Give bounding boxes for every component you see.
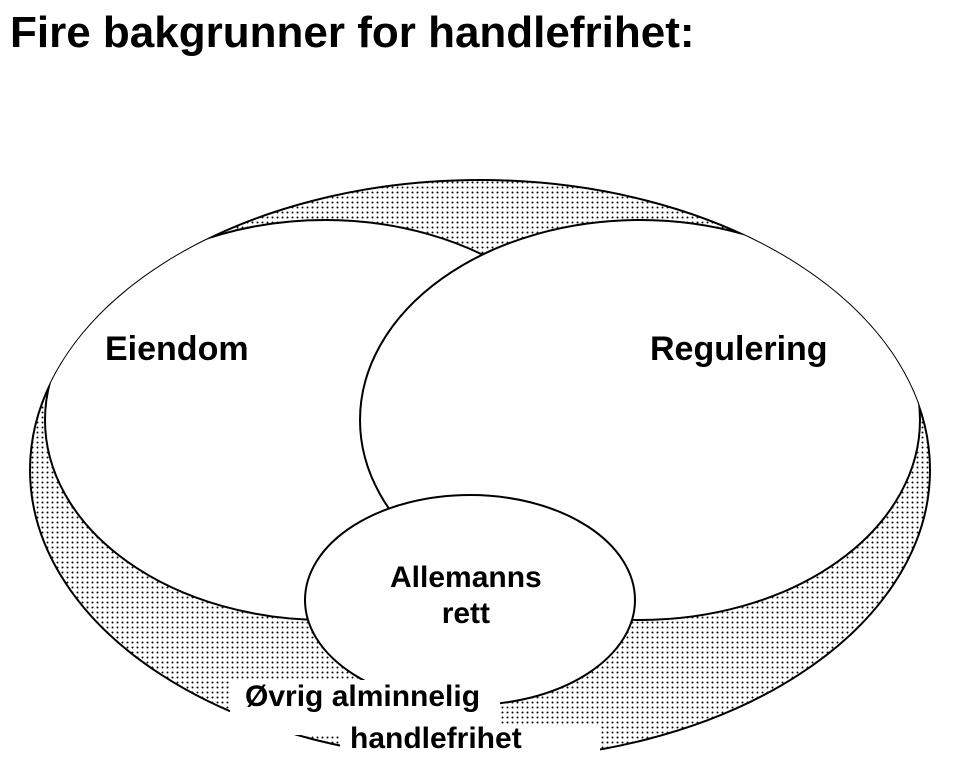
label-ovrig-line2: handlefrihet <box>350 722 522 756</box>
label-ovrig-line1: Øvrig alminnelig <box>245 680 480 714</box>
label-eiendom: Eiendom <box>105 330 249 369</box>
label-regulering: Regulering <box>650 330 828 369</box>
venn-diagram <box>0 0 960 770</box>
label-allemanns: Allemanns rett <box>390 560 542 632</box>
